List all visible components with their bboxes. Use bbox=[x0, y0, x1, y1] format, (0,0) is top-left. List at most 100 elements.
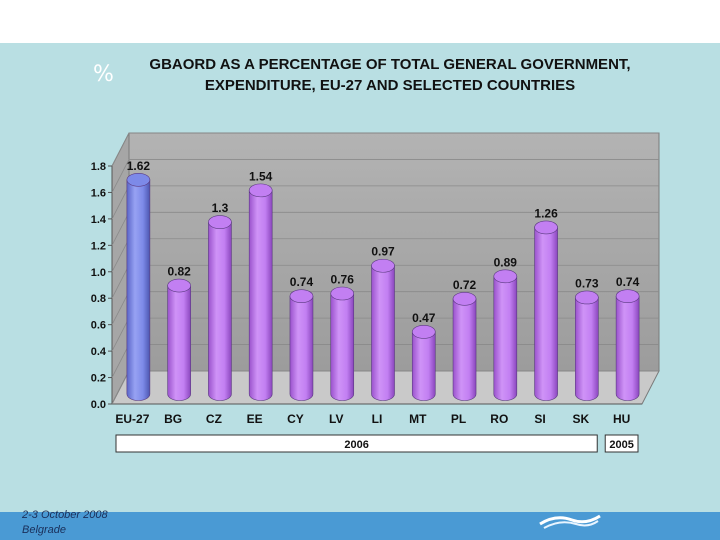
footer-location: Belgrade bbox=[22, 524, 67, 536]
x-tick-label-lv: LV bbox=[329, 412, 343, 426]
bar-body bbox=[167, 285, 191, 401]
y-tick-label: 0.6 bbox=[91, 320, 106, 332]
bar-mt bbox=[411, 325, 436, 401]
x-tick-label-ee: EE bbox=[247, 412, 263, 426]
year-group-2005: 2005 bbox=[604, 434, 639, 453]
x-tick-label-eu-27: EU-27 bbox=[115, 412, 149, 426]
data-label-bg: 0.82 bbox=[167, 265, 191, 279]
data-label-mt: 0.47 bbox=[412, 311, 436, 325]
bar-top bbox=[208, 215, 232, 229]
data-label-ee: 1.54 bbox=[249, 169, 273, 183]
footer-event-info: 2-3 October 2008 Belgrade bbox=[22, 508, 108, 538]
y-tick-label: 1.8 bbox=[91, 161, 106, 173]
bar-body bbox=[330, 293, 355, 401]
x-tick-label-bg: BG bbox=[164, 412, 182, 426]
bar-sk bbox=[575, 290, 599, 401]
year-group-2006: 2006 bbox=[115, 434, 598, 453]
bar-body bbox=[411, 331, 436, 401]
x-tick-label-li: LI bbox=[372, 412, 383, 426]
y-tick-label: 1.2 bbox=[91, 240, 106, 252]
bar-top bbox=[330, 286, 355, 301]
y-axis-ticks: 0.0 0.2 0.4 0.6 0.8 1.0 1.2 1.4 1.6 1.8 bbox=[91, 161, 107, 411]
year-group-box bbox=[604, 434, 639, 453]
gridline bbox=[111, 132, 659, 167]
data-label-eu-27: 1.62 bbox=[127, 159, 151, 173]
x-tick-label-pl: PL bbox=[451, 412, 466, 426]
bar-top bbox=[534, 220, 558, 235]
y-tick-label: 1.4 bbox=[91, 214, 107, 226]
percent-symbol: % bbox=[93, 62, 114, 87]
y-tick-label: 0.0 bbox=[91, 399, 106, 411]
chart-title: GBAORD AS A PERCENTAGE OF TOTAL GENERAL … bbox=[110, 54, 670, 96]
bar-ro bbox=[493, 269, 518, 401]
data-label-li: 0.97 bbox=[371, 245, 395, 259]
y-tick-label: 0.2 bbox=[91, 373, 106, 385]
bar-bg bbox=[167, 278, 191, 401]
bar-body bbox=[493, 276, 518, 401]
data-label-lv: 0.76 bbox=[331, 273, 355, 287]
data-label-cz: 1.3 bbox=[212, 201, 229, 215]
bar-top bbox=[493, 269, 518, 284]
slide-header-band bbox=[0, 0, 720, 43]
bar-si bbox=[534, 220, 558, 401]
bar-hu bbox=[615, 289, 640, 401]
bar-ee bbox=[248, 183, 273, 401]
y-tick-label: 1.6 bbox=[91, 187, 106, 199]
y-tick-label: 0.8 bbox=[91, 293, 106, 305]
bar-body bbox=[248, 190, 273, 401]
year-group-box bbox=[115, 434, 598, 453]
footer-date: 2-3 October 2008 bbox=[22, 509, 108, 521]
y-tick-label: 0.4 bbox=[91, 346, 107, 358]
bar-body bbox=[452, 298, 477, 401]
year-group-label: 2006 bbox=[344, 439, 368, 451]
bar-lv bbox=[330, 286, 355, 401]
year-group-label: 2005 bbox=[609, 439, 633, 451]
bar-top bbox=[452, 291, 477, 306]
bar-body bbox=[534, 227, 558, 401]
x-tick-label-cy: CY bbox=[287, 412, 304, 426]
bar-body bbox=[615, 295, 640, 401]
bar-body bbox=[371, 265, 395, 401]
x-tick-label-si: SI bbox=[534, 412, 545, 426]
x-axis-ticks: EU-27 BG CZ EE CY LV LI MT PL RO SI SK HU bbox=[115, 412, 630, 426]
data-label-si: 1.26 bbox=[534, 206, 558, 220]
bar-body bbox=[126, 179, 151, 401]
y-tick-label: 1.0 bbox=[91, 267, 106, 279]
bar-cz bbox=[208, 215, 232, 401]
bar-body bbox=[289, 295, 314, 401]
bar-top bbox=[615, 289, 640, 303]
bar-top bbox=[411, 325, 436, 339]
bar-top bbox=[371, 258, 395, 273]
x-tick-label-cz: CZ bbox=[206, 412, 222, 426]
bar-eu-27 bbox=[126, 173, 151, 401]
x-tick-label-hu: HU bbox=[613, 412, 630, 426]
bar-body bbox=[575, 297, 599, 401]
bar-top bbox=[167, 278, 191, 293]
slide-footer-band bbox=[0, 512, 720, 540]
data-label-cy: 0.74 bbox=[290, 275, 314, 289]
bar-top bbox=[289, 289, 314, 303]
bar-top bbox=[126, 173, 151, 187]
chart-title-line-2: EXPENDITURE, EU-27 AND SELECTED COUNTRIE… bbox=[204, 77, 576, 94]
data-labels: 1.62 0.82 1.3 1.54 0.74 0.76 0.97 0.47 0.72 0.89 1… bbox=[127, 159, 640, 325]
gridline bbox=[111, 159, 659, 193]
bars bbox=[126, 173, 640, 401]
data-label-hu: 0.74 bbox=[616, 275, 640, 289]
bar-li bbox=[371, 258, 395, 401]
bar-top bbox=[248, 183, 273, 198]
data-label-ro: 0.89 bbox=[494, 255, 518, 269]
chart-title-line-1: GBAORD AS A PERCENTAGE OF TOTAL GENERAL … bbox=[149, 56, 631, 73]
bar-cy bbox=[289, 289, 314, 401]
bar-top bbox=[575, 290, 599, 305]
bar-pl bbox=[452, 291, 477, 401]
wave-logo-icon bbox=[539, 514, 601, 529]
data-label-pl: 0.72 bbox=[453, 278, 477, 292]
data-label-sk: 0.73 bbox=[575, 276, 599, 290]
x-tick-label-sk: SK bbox=[573, 412, 590, 426]
x-tick-label-mt: MT bbox=[409, 412, 427, 426]
plot-side-wall bbox=[111, 132, 130, 405]
bar-body bbox=[208, 221, 232, 401]
x-tick-label-ro: RO bbox=[490, 412, 508, 426]
year-groups: 2006 2005 bbox=[115, 434, 639, 453]
